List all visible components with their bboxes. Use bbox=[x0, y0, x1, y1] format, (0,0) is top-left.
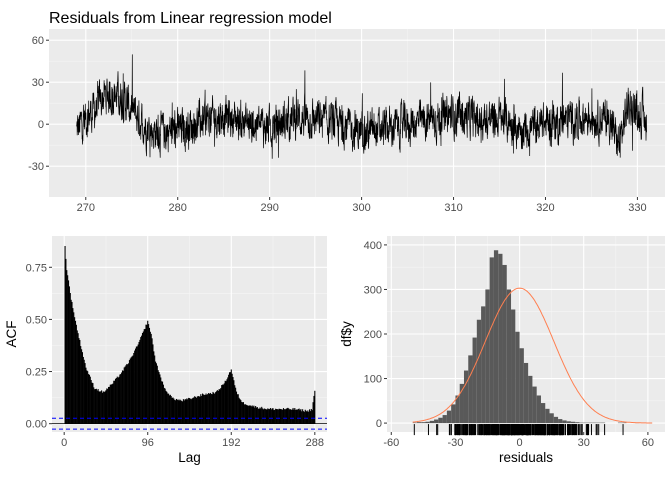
histogram-bar bbox=[506, 289, 512, 424]
density-curve bbox=[412, 287, 653, 424]
histogram-bar bbox=[455, 395, 460, 424]
histogram-bar bbox=[489, 257, 494, 424]
histogram-bar bbox=[425, 421, 430, 424]
y-tick-label: 0.25 bbox=[26, 367, 47, 379]
histogram-bar bbox=[429, 420, 435, 424]
acf-panel: 0 96 192 288 0.00 0.25 0.50 0.75 Lag ACF bbox=[4, 236, 327, 465]
histogram-bar bbox=[463, 370, 469, 424]
x-tick-label: 320 bbox=[536, 202, 554, 214]
histogram-bar bbox=[416, 422, 422, 424]
histogram-bar bbox=[451, 404, 456, 424]
histogram-bar bbox=[498, 253, 503, 424]
x-tick-label: 270 bbox=[77, 202, 95, 214]
histogram-bar bbox=[566, 421, 571, 424]
x-axis-label: residuals bbox=[499, 450, 553, 465]
x-tick-label: 60 bbox=[642, 437, 654, 449]
histogram-bar bbox=[434, 419, 439, 424]
x-tick-label: 290 bbox=[260, 202, 278, 214]
y-axis-label: ACF bbox=[4, 321, 19, 348]
residuals-time-series-panel: 270 280 290 300 310 320 330 -30 0 30 60 bbox=[28, 29, 665, 214]
figure-title: Residuals from Linear regression model bbox=[49, 10, 332, 27]
y-axis-label: df$y bbox=[339, 321, 354, 347]
y-tick-label: 200 bbox=[364, 329, 382, 341]
x-tick-label: 300 bbox=[352, 202, 370, 214]
x-tick-label: -60 bbox=[383, 437, 399, 449]
histogram-bar bbox=[485, 289, 490, 424]
y-tick-label: 300 bbox=[364, 284, 382, 296]
histogram-bar bbox=[446, 410, 452, 424]
histogram-bar bbox=[553, 416, 559, 424]
histogram-bar bbox=[442, 415, 447, 424]
histogram-bar bbox=[519, 348, 524, 424]
y-tick-label: 0 bbox=[38, 119, 44, 131]
histogram-bar bbox=[459, 383, 464, 424]
x-tick-label: 310 bbox=[444, 202, 462, 214]
histogram-bar bbox=[476, 319, 482, 424]
y-tick-label: 400 bbox=[364, 240, 382, 252]
x-tick-label: -30 bbox=[447, 437, 463, 449]
histogram-bar bbox=[536, 395, 541, 424]
histogram-bar bbox=[570, 421, 576, 424]
y-tick-label: 100 bbox=[364, 374, 382, 386]
histogram-bar bbox=[523, 362, 529, 424]
residual-series-line bbox=[76, 54, 647, 159]
histogram-bar bbox=[558, 419, 563, 424]
histogram-bar bbox=[575, 422, 580, 424]
histogram-bar bbox=[502, 264, 507, 424]
x-tick-label: 96 bbox=[142, 437, 154, 449]
x-tick-label: 0 bbox=[517, 437, 523, 449]
y-tick-label: 0.75 bbox=[26, 262, 47, 274]
histogram-bar bbox=[545, 408, 550, 424]
histogram-bar bbox=[493, 250, 499, 424]
histogram-bar bbox=[421, 422, 426, 424]
histogram-bar bbox=[472, 337, 477, 424]
y-tick-label: 0.00 bbox=[26, 419, 47, 431]
histogram-bar bbox=[481, 306, 486, 424]
histogram-bar bbox=[540, 403, 546, 424]
x-tick-label: 330 bbox=[628, 202, 646, 214]
y-tick-label: 0 bbox=[376, 418, 382, 430]
x-tick-label: 0 bbox=[61, 437, 67, 449]
histogram-bar bbox=[562, 420, 567, 424]
histogram-bar bbox=[511, 309, 516, 424]
x-tick-label: 280 bbox=[169, 202, 187, 214]
y-tick-label: 0.50 bbox=[26, 314, 47, 326]
histogram-bar bbox=[549, 413, 554, 424]
histogram-bar bbox=[468, 355, 473, 424]
histogram-bar bbox=[528, 375, 533, 424]
x-axis-label: Lag bbox=[178, 450, 201, 465]
y-tick-label: 30 bbox=[32, 77, 44, 89]
y-tick-label: -30 bbox=[28, 161, 44, 173]
histogram-bar bbox=[532, 386, 537, 424]
y-tick-label: 60 bbox=[32, 35, 44, 47]
x-tick-label: 192 bbox=[222, 437, 240, 449]
histogram-bar bbox=[515, 331, 520, 424]
histogram-bar bbox=[438, 417, 443, 424]
residual-histogram-panel: -60 -30 0 30 60 0 100 200 300 400 residuals df$y bbox=[339, 236, 665, 465]
x-tick-label: 288 bbox=[306, 437, 324, 449]
x-tick-label: 30 bbox=[578, 437, 590, 449]
